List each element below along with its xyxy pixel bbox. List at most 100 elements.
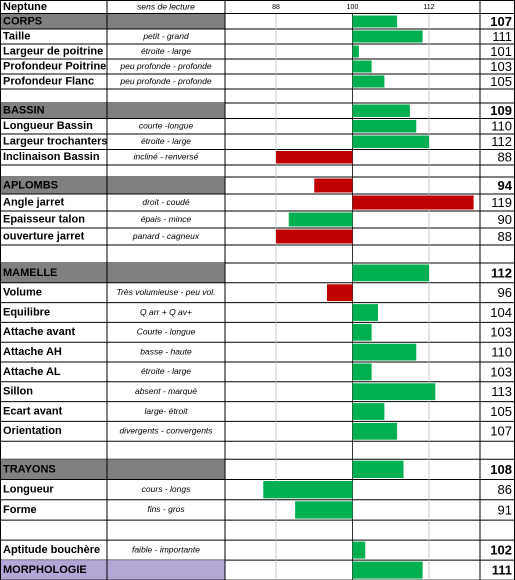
chart-title: Neptune bbox=[3, 1, 47, 13]
row-value: 110 bbox=[491, 345, 512, 360]
row-description: peu profonde - profonde bbox=[119, 76, 211, 86]
row-description: épais - mince bbox=[141, 214, 192, 224]
row-description: courte -longue bbox=[139, 121, 194, 131]
bar bbox=[352, 323, 372, 341]
bar bbox=[288, 212, 353, 227]
row-value: 88 bbox=[498, 150, 512, 165]
row-label: Epaisseur talon bbox=[3, 213, 85, 225]
row-description: large- étroit bbox=[145, 406, 189, 416]
row-value: 110 bbox=[491, 119, 512, 134]
row-value: 112 bbox=[491, 265, 512, 280]
row-label: Aptitude bouchère bbox=[3, 544, 100, 556]
bar bbox=[352, 15, 398, 28]
row-value: 104 bbox=[490, 305, 512, 320]
bar bbox=[352, 383, 436, 401]
row-description: petit - grand bbox=[142, 31, 189, 41]
row-description: étroite - large bbox=[141, 46, 191, 56]
row-description: panard - cagneux bbox=[132, 231, 200, 241]
bar bbox=[352, 403, 385, 420]
x-tick-label: 88 bbox=[272, 4, 280, 11]
section-cell bbox=[0, 263, 225, 283]
row-description: incliné - renversé bbox=[134, 152, 199, 162]
row-value: 96 bbox=[498, 285, 512, 300]
row-value: 112 bbox=[491, 134, 512, 149]
row-value: 119 bbox=[491, 195, 512, 210]
row-label: APLOMBS bbox=[3, 179, 58, 191]
row-label: Longueur bbox=[3, 484, 54, 496]
bar bbox=[352, 195, 474, 210]
x-tick-label: 112 bbox=[423, 4, 434, 11]
row-label: Attache AL bbox=[3, 366, 61, 378]
row-description: Très volumieuse - peu vol. bbox=[116, 287, 215, 297]
bar bbox=[314, 178, 353, 193]
row-label: Profondeur Poitrine bbox=[3, 60, 106, 72]
row-value: 113 bbox=[491, 384, 512, 399]
row-label: Sillon bbox=[3, 386, 33, 398]
row-value: 86 bbox=[498, 482, 512, 497]
row-value: 109 bbox=[490, 103, 512, 118]
row-label: Volume bbox=[3, 287, 42, 299]
row-description: absent - marqué bbox=[135, 386, 197, 396]
section-cell bbox=[0, 103, 225, 119]
row-description: droit - coudé bbox=[142, 197, 190, 207]
row-value: 111 bbox=[492, 563, 512, 578]
row-label: Attache AH bbox=[3, 346, 62, 358]
bar bbox=[276, 151, 353, 164]
row-value: 105 bbox=[490, 74, 512, 89]
section-cell bbox=[0, 14, 225, 29]
x-tick-label: 100 bbox=[347, 4, 359, 11]
row-label: Inclinaison Bassin bbox=[3, 151, 100, 163]
row-description: étroite - large bbox=[141, 136, 191, 146]
row-label: MAMELLE bbox=[3, 267, 57, 279]
bar bbox=[352, 561, 423, 579]
row-label: Longueur Bassin bbox=[3, 120, 93, 132]
row-label: Orientation bbox=[3, 425, 62, 437]
bar bbox=[295, 501, 353, 519]
row-label: CORPS bbox=[3, 15, 42, 27]
row-value: 105 bbox=[490, 404, 512, 419]
bar bbox=[352, 343, 417, 361]
bar bbox=[352, 264, 429, 282]
row-value: 91 bbox=[498, 502, 512, 517]
section-cell bbox=[0, 560, 225, 580]
row-description: fins - gros bbox=[147, 504, 185, 514]
row-label: Equilibre bbox=[3, 306, 50, 318]
bar bbox=[352, 541, 366, 559]
row-value: 102 bbox=[490, 543, 512, 558]
row-value: 88 bbox=[498, 229, 512, 244]
row-value: 107 bbox=[490, 424, 512, 439]
row-label: Largeur de poitrine bbox=[3, 45, 103, 57]
row-value: 108 bbox=[490, 462, 512, 477]
row-value: 103 bbox=[490, 59, 512, 74]
row-label: BASSIN bbox=[3, 105, 45, 117]
row-value: 107 bbox=[490, 14, 512, 29]
bar bbox=[352, 45, 359, 58]
row-value: 103 bbox=[490, 364, 512, 379]
row-label: Ecart avant bbox=[3, 405, 63, 417]
row-value: 90 bbox=[498, 212, 512, 227]
section-cell bbox=[0, 459, 225, 480]
row-description: peu profonde - profonde bbox=[119, 61, 211, 71]
row-label: Largeur trochanters bbox=[3, 136, 108, 148]
row-label: Forme bbox=[3, 504, 37, 516]
row-label: TRAYONS bbox=[3, 463, 56, 475]
row-label: ouverture jarret bbox=[3, 230, 85, 242]
bar bbox=[352, 460, 404, 478]
bar bbox=[352, 422, 398, 440]
bar bbox=[352, 30, 423, 43]
chart-subtitle: sens de lecture bbox=[137, 1, 195, 11]
row-description: faible - importante bbox=[132, 544, 200, 554]
row-label: Profondeur Flanc bbox=[3, 75, 94, 87]
bar bbox=[352, 135, 429, 148]
row-description: basse - haute bbox=[140, 346, 192, 356]
section-cell bbox=[0, 177, 225, 194]
bar bbox=[263, 481, 353, 499]
row-value: 103 bbox=[490, 325, 512, 340]
bar bbox=[352, 304, 378, 321]
bar bbox=[352, 60, 372, 73]
row-label: MORPHOLOGIE bbox=[3, 564, 87, 576]
row-value: 94 bbox=[498, 178, 513, 193]
bar bbox=[327, 284, 353, 302]
bar bbox=[352, 104, 410, 117]
